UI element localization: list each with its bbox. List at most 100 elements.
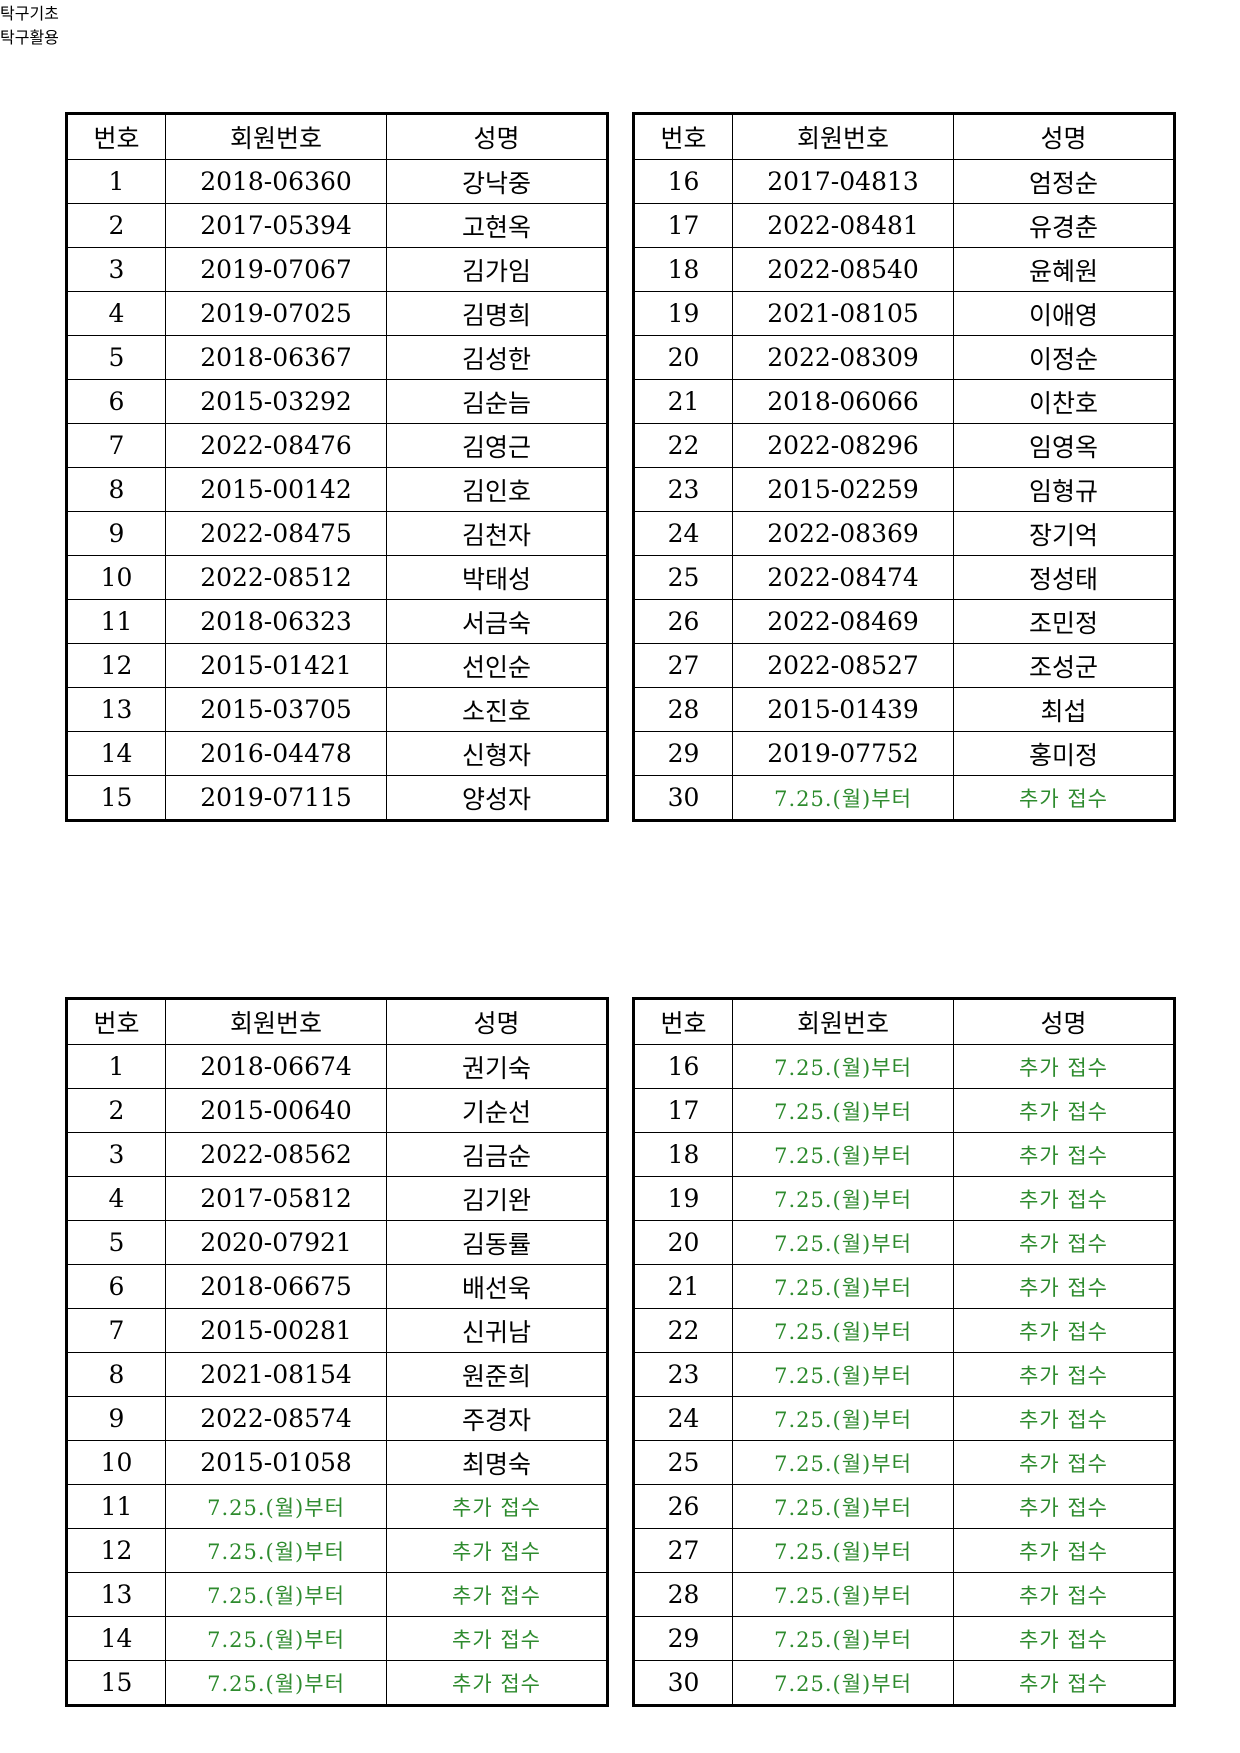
member-name: 조민정 bbox=[953, 599, 1175, 644]
member-name: 조성군 bbox=[953, 643, 1175, 688]
member-name: 강낙중 bbox=[386, 159, 608, 204]
member-row: 23 7.25.(월)부터 추가 접수 bbox=[633, 1352, 1175, 1397]
row-number: 16 bbox=[633, 159, 733, 204]
row-number: 19 bbox=[633, 1176, 733, 1221]
member-row: 1 2018-06360 강낙중 bbox=[66, 159, 608, 204]
member-name: 엄정순 bbox=[953, 159, 1175, 204]
row-number: 27 bbox=[633, 1528, 733, 1573]
member-row: 28 7.25.(월)부터 추가 접수 bbox=[633, 1572, 1175, 1617]
member-id: 7.25.(월)부터 bbox=[732, 1044, 954, 1089]
table-head: 번호 회원번호 성명 bbox=[633, 113, 1175, 160]
member-name: 김명희 bbox=[386, 291, 608, 336]
row-number: 23 bbox=[633, 1352, 733, 1397]
member-name: 윤혜원 bbox=[953, 247, 1175, 292]
row-number: 10 bbox=[66, 555, 166, 600]
member-row: 8 2015-00142 김인호 bbox=[66, 467, 608, 512]
member-row: 17 7.25.(월)부터 추가 접수 bbox=[633, 1088, 1175, 1133]
member-row: 26 2022-08469 조민정 bbox=[633, 599, 1175, 644]
row-number: 18 bbox=[633, 1132, 733, 1177]
header-cell: 성명 bbox=[386, 113, 608, 160]
member-name: 추가 접수 bbox=[953, 1132, 1175, 1177]
member-row: 19 7.25.(월)부터 추가 접수 bbox=[633, 1176, 1175, 1221]
header-cell: 성명 bbox=[953, 113, 1175, 160]
member-id: 2022-08296 bbox=[732, 423, 954, 468]
member-row: 4 2019-07025 김명희 bbox=[66, 291, 608, 336]
member-row: 2 2015-00640 기순선 bbox=[66, 1088, 608, 1133]
member-name: 추가 접수 bbox=[953, 1220, 1175, 1265]
member-table: 번호 회원번호 성명 16 2017-04813 엄정순 17 2022-08481 유경춘 18… bbox=[632, 112, 1176, 822]
member-name: 추가 접수 bbox=[953, 1616, 1175, 1661]
member-id: 2019-07115 bbox=[165, 775, 387, 821]
member-id: 7.25.(월)부터 bbox=[732, 1264, 954, 1309]
row-number: 24 bbox=[633, 511, 733, 556]
member-name: 정성태 bbox=[953, 555, 1175, 600]
member-name: 김영근 bbox=[386, 423, 608, 468]
member-id: 7.25.(월)부터 bbox=[732, 775, 954, 821]
member-name: 신귀남 bbox=[386, 1308, 608, 1353]
member-row: 25 2022-08474 정성태 bbox=[633, 555, 1175, 600]
row-number: 26 bbox=[633, 1484, 733, 1529]
table-body: 16 2017-04813 엄정순 17 2022-08481 유경춘 18 2022-085… bbox=[633, 159, 1175, 821]
member-row: 9 2022-08475 김천자 bbox=[66, 511, 608, 556]
row-number: 11 bbox=[66, 1484, 166, 1529]
member-name: 고현옥 bbox=[386, 203, 608, 248]
member-row: 18 7.25.(월)부터 추가 접수 bbox=[633, 1132, 1175, 1177]
member-id: 2019-07025 bbox=[165, 291, 387, 336]
member-row: 10 2015-01058 최명숙 bbox=[66, 1440, 608, 1485]
member-name: 추가 접수 bbox=[953, 1308, 1175, 1353]
member-id: 7.25.(월)부터 bbox=[732, 1352, 954, 1397]
header-cell: 회원번호 bbox=[732, 998, 954, 1045]
member-row: 1 2018-06674 권기숙 bbox=[66, 1044, 608, 1089]
member-id: 7.25.(월)부터 bbox=[165, 1484, 387, 1529]
member-id: 7.25.(월)부터 bbox=[165, 1572, 387, 1617]
member-id: 2015-01421 bbox=[165, 643, 387, 688]
member-name: 원준희 bbox=[386, 1352, 608, 1397]
member-row: 13 2015-03705 소진호 bbox=[66, 687, 608, 732]
member-name: 박태성 bbox=[386, 555, 608, 600]
row-number: 23 bbox=[633, 467, 733, 512]
member-name: 김성한 bbox=[386, 335, 608, 380]
member-row: 27 7.25.(월)부터 추가 접수 bbox=[633, 1528, 1175, 1573]
row-number: 6 bbox=[66, 1264, 166, 1309]
member-id: 7.25.(월)부터 bbox=[732, 1088, 954, 1133]
section-title: 탁구활용 bbox=[0, 28, 59, 47]
row-number: 15 bbox=[66, 775, 166, 821]
header-cell: 번호 bbox=[633, 113, 733, 160]
row-number: 18 bbox=[633, 247, 733, 292]
row-number: 25 bbox=[633, 555, 733, 600]
member-name: 김동률 bbox=[386, 1220, 608, 1265]
member-row: 14 7.25.(월)부터 추가 접수 bbox=[66, 1616, 608, 1661]
member-row: 10 2022-08512 박태성 bbox=[66, 555, 608, 600]
member-id: 2015-00281 bbox=[165, 1308, 387, 1353]
member-id: 2015-03705 bbox=[165, 687, 387, 732]
member-id: 2015-03292 bbox=[165, 379, 387, 424]
row-number: 20 bbox=[633, 335, 733, 380]
member-id: 2022-08369 bbox=[732, 511, 954, 556]
row-number: 1 bbox=[66, 159, 166, 204]
row-number: 21 bbox=[633, 379, 733, 424]
member-id: 2022-08476 bbox=[165, 423, 387, 468]
row-number: 13 bbox=[66, 1572, 166, 1617]
member-row: 30 7.25.(월)부터 추가 접수 bbox=[633, 1660, 1175, 1706]
row-number: 25 bbox=[633, 1440, 733, 1485]
member-name: 소진호 bbox=[386, 687, 608, 732]
member-id: 2022-08512 bbox=[165, 555, 387, 600]
row-number: 20 bbox=[633, 1220, 733, 1265]
member-id: 7.25.(월)부터 bbox=[732, 1484, 954, 1529]
row-number: 6 bbox=[66, 379, 166, 424]
member-row: 21 7.25.(월)부터 추가 접수 bbox=[633, 1264, 1175, 1309]
member-name: 선인순 bbox=[386, 643, 608, 688]
member-name: 추가 접수 bbox=[953, 1396, 1175, 1441]
member-id: 7.25.(월)부터 bbox=[732, 1176, 954, 1221]
member-name: 추가 접수 bbox=[386, 1616, 608, 1661]
member-id: 2022-08574 bbox=[165, 1396, 387, 1441]
row-number: 12 bbox=[66, 1528, 166, 1573]
header-row: 번호 회원번호 성명 bbox=[633, 998, 1175, 1045]
member-id: 2022-08309 bbox=[732, 335, 954, 380]
member-name: 장기억 bbox=[953, 511, 1175, 556]
member-name: 배선욱 bbox=[386, 1264, 608, 1309]
member-row: 12 2015-01421 선인순 bbox=[66, 643, 608, 688]
member-id: 2018-06674 bbox=[165, 1044, 387, 1089]
row-number: 29 bbox=[633, 731, 733, 776]
